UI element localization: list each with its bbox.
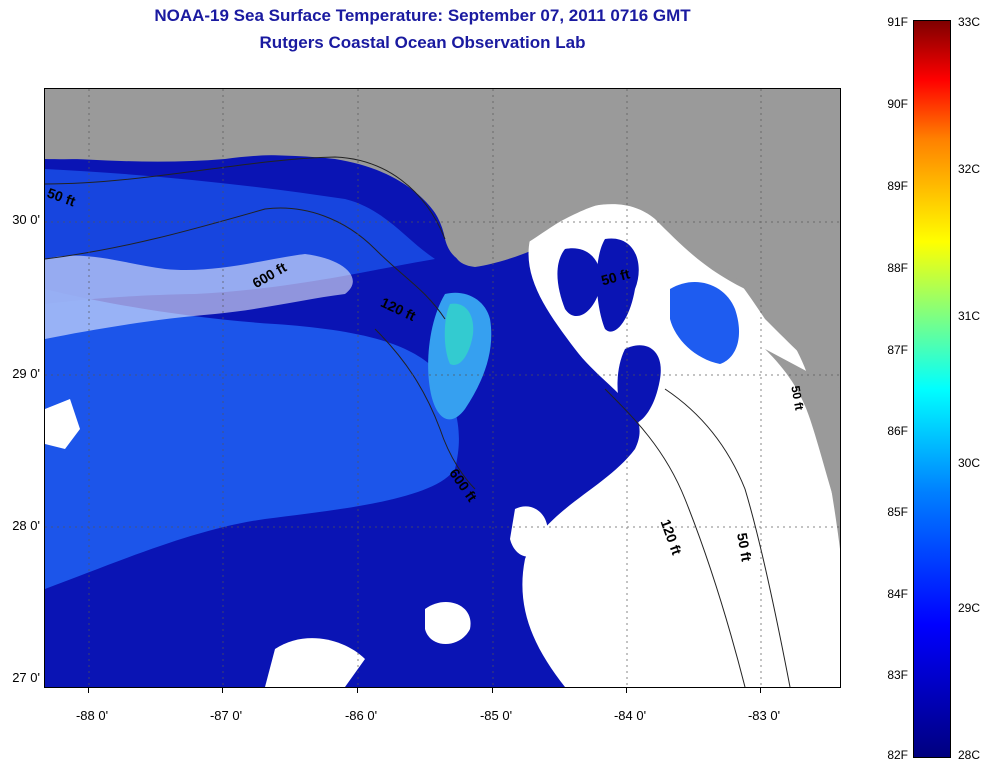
cloud-mask xyxy=(265,638,365,687)
graticule xyxy=(45,89,840,687)
colorbar-f-label: 89F xyxy=(887,179,908,193)
contour-line xyxy=(45,207,446,320)
sst-map[interactable]: 50 ft 600 ft 120 ft 50 ft 600 ft 120 ft … xyxy=(44,88,841,688)
colorbar-f-label: 84F xyxy=(887,587,908,601)
colorbar-c-label: 32C xyxy=(958,162,981,176)
lon-label: -84 0' xyxy=(613,708,647,723)
colorbar-c-label: 29C xyxy=(958,601,981,615)
contour-line xyxy=(604,388,746,687)
colorbar-f-label: 91F xyxy=(887,15,908,29)
colorbar-c-label: 30C xyxy=(958,456,981,470)
cloud-mask xyxy=(45,399,80,449)
colorbar-c-label: 28C xyxy=(958,748,981,762)
colorbar xyxy=(913,20,951,758)
colorbar-c-label: 33C xyxy=(958,15,981,29)
land-peninsula xyxy=(765,349,840,519)
contour-line xyxy=(374,328,476,490)
warm-water xyxy=(45,289,459,589)
colorbar-f-label: 85F xyxy=(887,505,908,519)
colorbar-f-label: 83F xyxy=(887,668,908,682)
chart-title: NOAA-19 Sea Surface Temperature: Septemb… xyxy=(154,6,691,25)
lat-label: 29 0' xyxy=(12,366,40,381)
colorbar-f-label: 82F xyxy=(887,748,908,762)
lat-label: 28 0' xyxy=(12,518,40,533)
land-coast xyxy=(45,89,840,389)
lon-label: -88 0' xyxy=(75,708,109,723)
lon-label: -83 0' xyxy=(747,708,781,723)
contour-line xyxy=(664,388,791,687)
contour-line xyxy=(45,156,446,240)
lat-label: 30 0' xyxy=(12,212,40,227)
cloud-mask xyxy=(425,601,471,644)
colorbar-f-label: 86F xyxy=(887,424,908,438)
lon-label: -87 0' xyxy=(209,708,243,723)
lon-label: -85 0' xyxy=(479,708,513,723)
cloud-mask xyxy=(510,506,548,557)
colorbar-f-label: 87F xyxy=(887,343,908,357)
cloud-mask xyxy=(45,254,353,339)
map-canvas xyxy=(45,89,840,687)
lon-label: -86 0' xyxy=(344,708,378,723)
chart-subtitle: Rutgers Coastal Ocean Observation Lab xyxy=(259,33,586,52)
colorbar-c-label: 31C xyxy=(958,309,981,323)
colorbar-f-label: 90F xyxy=(887,97,908,111)
lat-label: 27 0' xyxy=(12,670,40,685)
colorbar-f-label: 88F xyxy=(887,261,908,275)
